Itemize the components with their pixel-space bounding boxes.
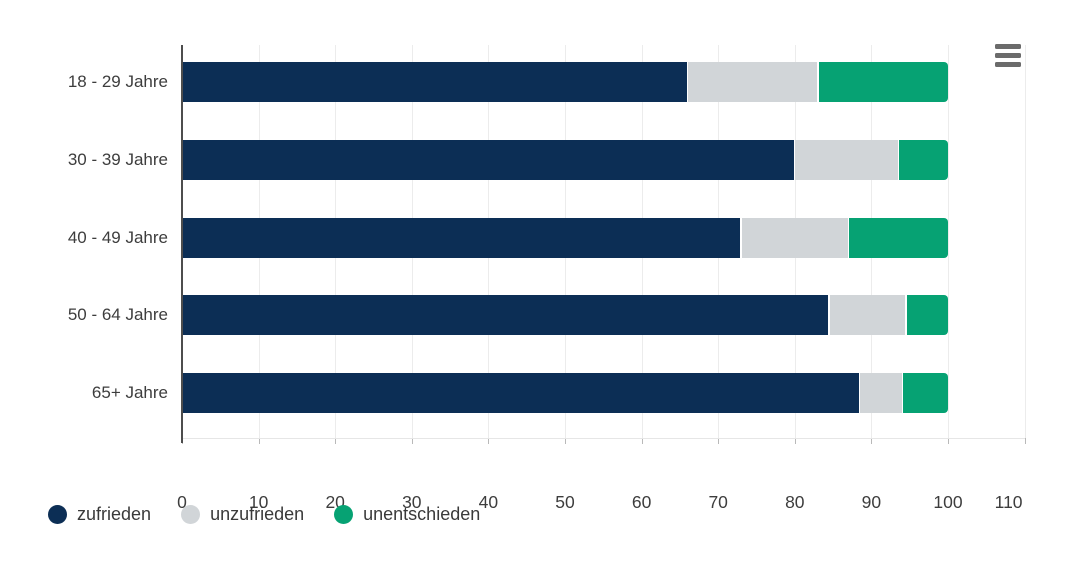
legend-label: zufrieden [77,504,152,524]
legend: zufrieden unzufrieden unentschieden [48,504,510,525]
menu-bar [995,62,1021,67]
bar-row-4 [182,295,948,336]
bar-segment-zufrieden[interactable] [182,295,829,336]
legend-marker-circle-icon [334,505,354,524]
x-axis-baseline [182,438,1025,439]
bar-segment-unzufrieden[interactable] [860,373,902,413]
x-tick-label-100: 100 [933,492,963,512]
axis-tick [335,438,337,444]
category-label: 50 - 64 Jahre [67,305,168,325]
legend-label: unzufrieden [210,504,305,524]
axis-tick [948,438,949,444]
category-label: 40 - 49 Jahre [67,227,168,247]
x-tick-label-70: 70 [708,492,728,512]
bar-segment-unentschieden[interactable] [818,62,948,102]
x-tick-label-60: 60 [631,492,652,512]
x-tick-label-10: 10 [248,492,269,512]
bar-segment-unentschieden[interactable] [849,217,948,258]
category-label: 65+ Jahre [91,383,168,402]
bar-segment-zufrieden[interactable] [182,139,794,180]
x-tick-label-90: 90 [861,492,882,512]
axis-tick [794,438,796,444]
bar-segment-unentschieden[interactable] [903,373,948,413]
bar-segment-unzufrieden[interactable] [795,139,898,180]
axis-tick [565,438,566,444]
axis-tick [258,438,260,444]
legend-marker-circle-icon [48,505,67,524]
legend-item-zufrieden[interactable]: zufrieden [48,504,151,525]
bar-segment-unzufrieden[interactable] [829,295,906,336]
bar-row-2 [182,139,948,180]
menu-bar [995,44,1021,49]
bar-segment-unentschieden[interactable] [906,295,948,336]
axis-tick [411,438,413,444]
category-label: 30 - 39 Jahre [67,149,168,169]
x-tick-label-0: 0 [177,492,187,512]
bar-row-1 [182,62,948,102]
x-tick-label-30: 30 [402,492,422,512]
legend-item-unzufrieden[interactable]: unzufrieden [181,504,304,525]
gridline-100 [948,45,949,438]
category-label: 18 - 29 Jahre [67,72,168,91]
axis-tick [641,438,643,444]
plot-area [182,45,1026,444]
axis-tick [718,438,720,444]
bar-segment-zufrieden[interactable] [182,62,687,102]
bar-segment-unzufrieden[interactable] [688,62,818,102]
hamburger-menu-icon[interactable] [993,40,1023,71]
x-tick-label-110: 110 [994,492,1023,512]
menu-bar [995,53,1021,58]
bar-segment-unzufrieden[interactable] [741,217,848,258]
bar-segment-unentschieden[interactable] [899,139,948,180]
axis-tick [871,438,873,444]
axis-tick [488,438,490,444]
legend-item-unentschieden[interactable]: unentschieden [334,504,480,525]
legend-label: unentschieden [363,504,481,524]
x-tick-label-80: 80 [785,492,805,512]
y-axis-line [181,45,183,443]
bar-row-3 [182,217,948,258]
bar-row-5 [182,373,948,413]
x-tick-label-40: 40 [478,492,499,512]
bar-segment-zufrieden[interactable] [182,217,741,258]
gridline-110 [1024,45,1026,438]
axis-tick [1024,438,1026,444]
bar-segment-zufrieden[interactable] [182,373,859,413]
legend-marker-circle-icon [181,505,201,524]
x-tick-label-50: 50 [555,492,575,512]
